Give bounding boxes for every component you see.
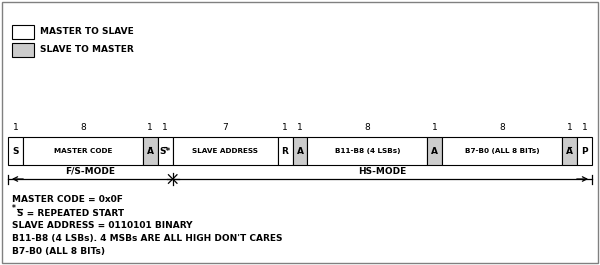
Bar: [143, 137, 158, 165]
Text: 1: 1: [163, 122, 168, 131]
Bar: [577, 137, 592, 165]
Bar: [278, 137, 293, 165]
Text: 1: 1: [432, 122, 437, 131]
Bar: [12, 25, 34, 39]
Text: 8: 8: [499, 122, 505, 131]
Bar: [307, 137, 427, 165]
Bar: [158, 137, 173, 165]
Text: B11-B8 (4 LSBs). 4 MSBs ARE ALL HIGH DON'T CARES: B11-B8 (4 LSBs). 4 MSBs ARE ALL HIGH DON…: [12, 234, 283, 243]
Bar: [12, 43, 34, 57]
Text: 1: 1: [297, 122, 303, 131]
Bar: [8, 137, 23, 165]
Bar: [23, 137, 143, 165]
Text: MASTER TO SLAVE: MASTER TO SLAVE: [40, 28, 134, 37]
Text: 1: 1: [13, 122, 19, 131]
Text: S: S: [12, 147, 19, 156]
Text: 7: 7: [222, 122, 228, 131]
Bar: [442, 137, 562, 165]
Text: 8: 8: [365, 122, 370, 131]
Text: MASTER CODE: MASTER CODE: [53, 148, 112, 154]
Text: 8: 8: [80, 122, 86, 131]
Text: F/S-MODE: F/S-MODE: [65, 167, 115, 176]
Text: A: A: [296, 147, 304, 156]
Text: 1: 1: [148, 122, 153, 131]
Text: *: *: [12, 204, 16, 213]
Text: A: A: [431, 147, 438, 156]
Bar: [173, 137, 278, 165]
Text: B7-B0 (ALL 8 BITs): B7-B0 (ALL 8 BITs): [465, 148, 539, 154]
Text: B7-B0 (ALL 8 BITs): B7-B0 (ALL 8 BITs): [12, 247, 105, 256]
Text: 1: 1: [566, 122, 572, 131]
Bar: [293, 137, 307, 165]
Text: SLAVE ADDRESS = 0110101 BINARY: SLAVE ADDRESS = 0110101 BINARY: [12, 221, 193, 230]
Text: A: A: [147, 147, 154, 156]
Text: 1: 1: [581, 122, 587, 131]
Text: S*: S*: [160, 147, 171, 156]
Text: MASTER CODE = 0x0F: MASTER CODE = 0x0F: [12, 195, 123, 204]
Text: P: P: [581, 147, 588, 156]
Text: HS-MODE: HS-MODE: [358, 167, 406, 176]
Text: B11-B8 (4 LSBs): B11-B8 (4 LSBs): [335, 148, 400, 154]
Text: 1: 1: [282, 122, 288, 131]
Text: A: A: [566, 147, 573, 156]
Text: S = REPEATED START: S = REPEATED START: [17, 209, 124, 218]
Text: R: R: [281, 147, 289, 156]
Bar: [427, 137, 442, 165]
Text: SLAVE ADDRESS: SLAVE ADDRESS: [192, 148, 258, 154]
Bar: [562, 137, 577, 165]
Text: SLAVE TO MASTER: SLAVE TO MASTER: [40, 46, 134, 55]
